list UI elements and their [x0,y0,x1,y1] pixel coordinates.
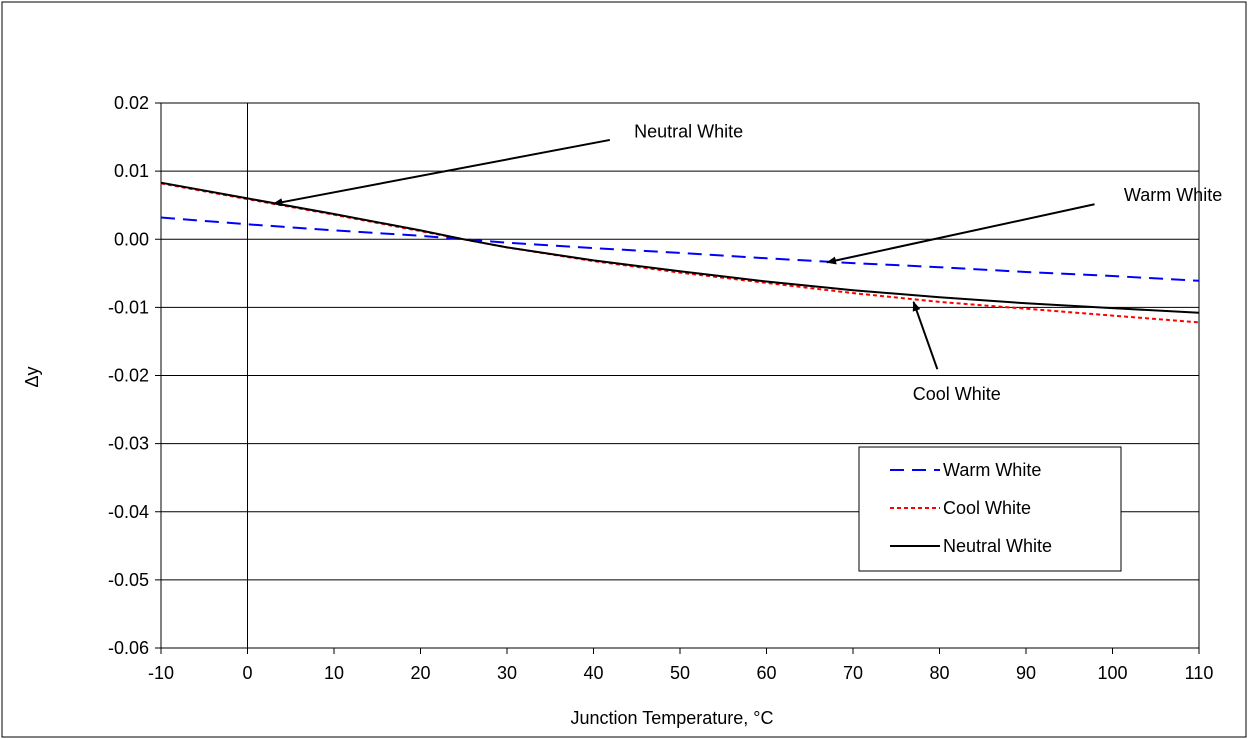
y-tick-label: -0.03 [108,434,149,454]
legend-label: Neutral White [943,536,1052,556]
y-tick-label: -0.06 [108,638,149,658]
annotation-label-cool-white: Cool White [913,384,1001,404]
x-tick-label: 80 [929,663,949,683]
y-axis-label: Δy [22,366,42,387]
series-lines [160,181,1200,324]
y-tick-label: -0.01 [108,297,149,317]
x-tick-label: 40 [583,663,603,683]
y-tick-label: 0.02 [114,93,149,113]
y-tick-label: 0.00 [114,229,149,249]
x-tick-label: 10 [324,663,344,683]
y-axis-ticks: 0.02 0.01 0.00 -0.01 -0.02 -0.03 -0.04 -0.05 -0.… [108,93,161,658]
series-line-neutral-white [160,181,1200,314]
annotation-label-warm-white: Warm White [1124,185,1222,205]
legend-label: Cool White [943,498,1031,518]
x-tick-label: -10 [148,663,174,683]
x-tick-label: 50 [670,663,690,683]
x-axis-label: Junction Temperature, °C [571,708,774,728]
y-tick-label: -0.02 [108,366,149,386]
x-tick-label: 0 [242,663,252,683]
x-axis-ticks: -10 0 10 20 30 40 50 60 70 80 90 100 110 [148,648,1213,683]
annotation-label-neutral-white: Neutral White [634,122,743,142]
annotation-arrow-neutral-white [272,138,611,207]
legend-box [858,446,1122,572]
x-tick-label: 100 [1097,663,1127,683]
legend: Warm White Cool White Neutral White [858,446,1122,572]
annotation-arrow-cool-white [912,300,939,370]
series-line-cool-white [160,182,1200,324]
x-tick-label: 20 [410,663,430,683]
x-tick-label: 90 [1016,663,1036,683]
x-tick-label: 110 [1185,663,1214,683]
legend-label: Warm White [943,460,1041,480]
x-tick-label: 30 [497,663,517,683]
y-tick-label: -0.05 [108,570,149,590]
annotations: Neutral White Warm White Cool White [272,122,1222,404]
annotation-arrow-warm-white [826,203,1095,265]
y-tick-label: 0.01 [114,161,149,181]
plot-area: 0.02 0.01 0.00 -0.01 -0.02 -0.03 -0.04 -0.05 -0.… [108,93,1222,683]
y-tick-label: -0.04 [108,502,149,522]
x-tick-label: 60 [756,663,776,683]
x-tick-label: 70 [843,663,863,683]
series-line-warm-white [160,216,1200,282]
